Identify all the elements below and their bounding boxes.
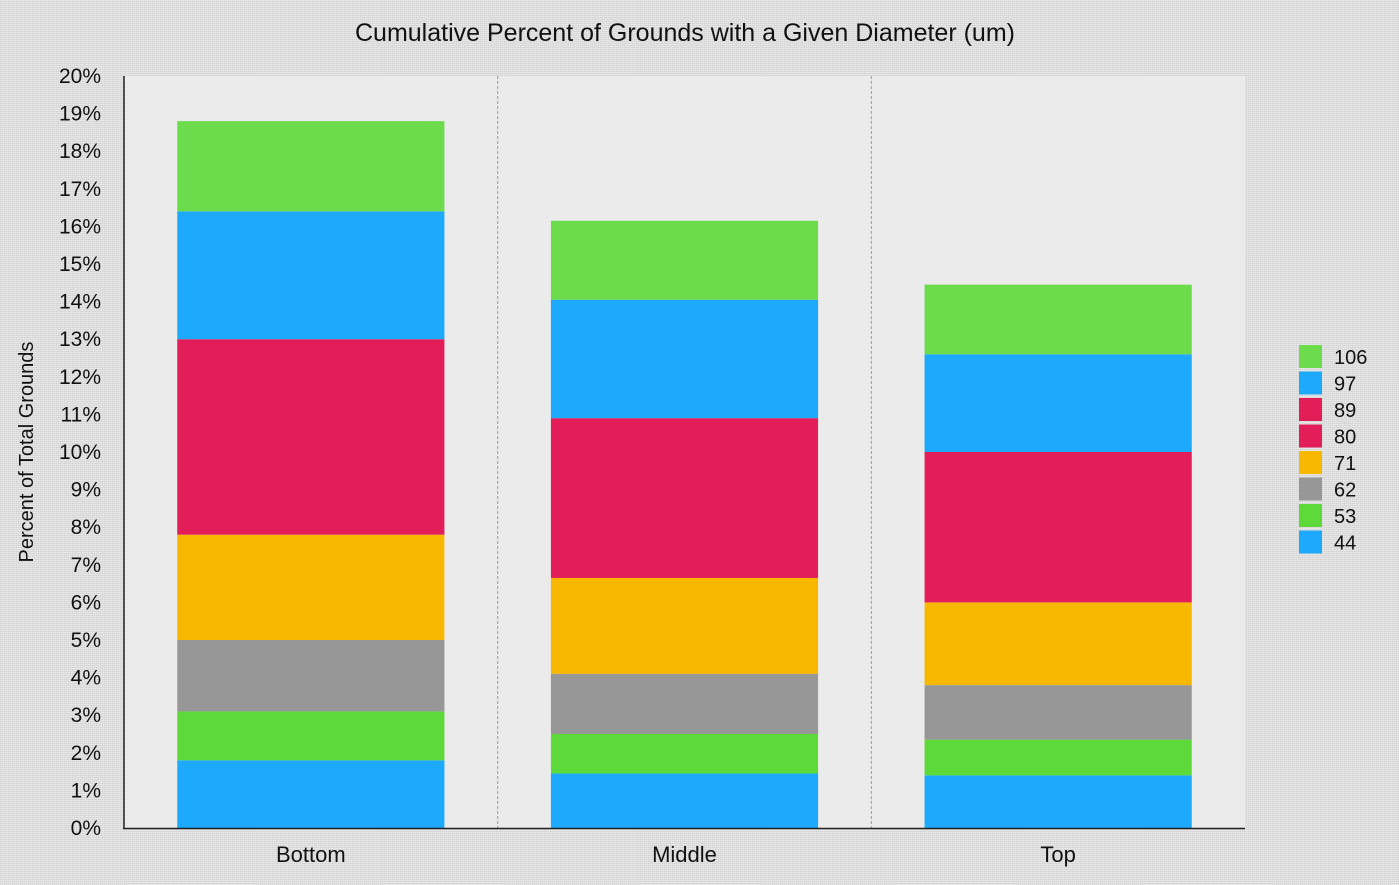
bar-segment-80-top [924,452,1192,603]
bar-segment-62-top [924,685,1192,740]
y-axis-ticks: 0% 1% 2% 3% 4% 5% 6% 7% 8% 9% 10% 11% 12% 13% 14% 15% 16… [59,65,101,840]
bar-segment-62-middle [550,673,819,734]
y-tick-label: 5% [71,629,101,652]
bar-segment-106-bottom [177,121,445,212]
bar-segment-106-middle [550,220,819,300]
y-tick-label: 4% [71,667,101,690]
y-tick-label: 12% [59,366,101,389]
bar-segment-106-top [924,284,1192,355]
y-tick-label: 6% [71,591,101,614]
legend-label-44: 44 [1334,533,1356,555]
legend-label-62: 62 [1334,480,1356,502]
legend-swatch-80 [1299,424,1322,448]
y-tick-label: 17% [59,178,101,201]
bar-segment-44-bottom [177,760,445,828]
x-tick-label: Middle [652,842,717,867]
bar-segment-71-middle [550,577,819,674]
legend-swatch-97 [1299,371,1322,395]
x-tick-label: Bottom [276,842,346,867]
legend-swatch-106 [1299,345,1322,368]
bar-segment-44-middle [550,773,819,828]
y-tick-label: 0% [71,817,101,840]
y-tick-label: 16% [59,215,101,238]
y-tick-label: 1% [71,779,101,802]
bar-segment-62-bottom [177,640,445,712]
y-tick-label: 3% [71,704,101,727]
y-tick-label: 19% [59,103,101,126]
bar-segment-53-bottom [177,711,445,761]
y-tick-label: 14% [59,291,101,314]
legend-label-97: 97 [1334,374,1356,396]
bar-segment-71-bottom [177,534,445,640]
bar-segment-53-middle [550,734,819,774]
y-tick-label: 10% [59,441,101,464]
legend-swatch-71 [1299,451,1322,474]
y-tick-label: 9% [71,479,101,502]
y-tick-label: 7% [71,554,101,577]
bars [177,121,1192,828]
bar-segment-53-top [924,739,1192,776]
bar-segment-44-top [924,775,1192,828]
y-tick-label: 18% [59,140,101,163]
chart-title: Cumulative Percent of Grounds with a Giv… [355,19,1015,47]
legend-label-106: 106 [1334,347,1367,369]
bar-segment-71-top [924,602,1192,686]
x-tick-label: Top [1040,842,1075,867]
y-tick-label: 8% [71,516,101,539]
legend-swatch-89 [1299,398,1322,421]
legend-label-89: 89 [1334,400,1356,422]
bar-segment-97-top [924,354,1192,452]
bar-segment-80-middle [550,418,819,578]
bar-segment-97-bottom [177,211,445,340]
y-tick-label: 2% [71,742,101,765]
x-axis-ticks: Bottom Middle Top [276,842,1076,867]
legend-label-53: 53 [1334,506,1356,528]
y-axis-label: Percent of Total Grounds [16,342,38,563]
bar-segment-80-bottom [177,339,445,535]
legend: 106 97 89 80 71 62 53 44 [1299,345,1367,555]
y-tick-label: 11% [61,403,101,426]
legend-label-80: 80 [1334,427,1356,449]
category-separators [497,76,872,828]
legend-swatch-44 [1299,530,1322,554]
y-tick-label: 15% [59,253,101,276]
legend-swatch-53 [1299,504,1322,527]
legend-swatch-62 [1299,477,1322,501]
bar-segment-97-middle [550,299,819,419]
y-tick-label: 13% [59,328,101,351]
legend-label-71: 71 [1334,453,1356,475]
y-tick-label: 20% [59,65,101,88]
